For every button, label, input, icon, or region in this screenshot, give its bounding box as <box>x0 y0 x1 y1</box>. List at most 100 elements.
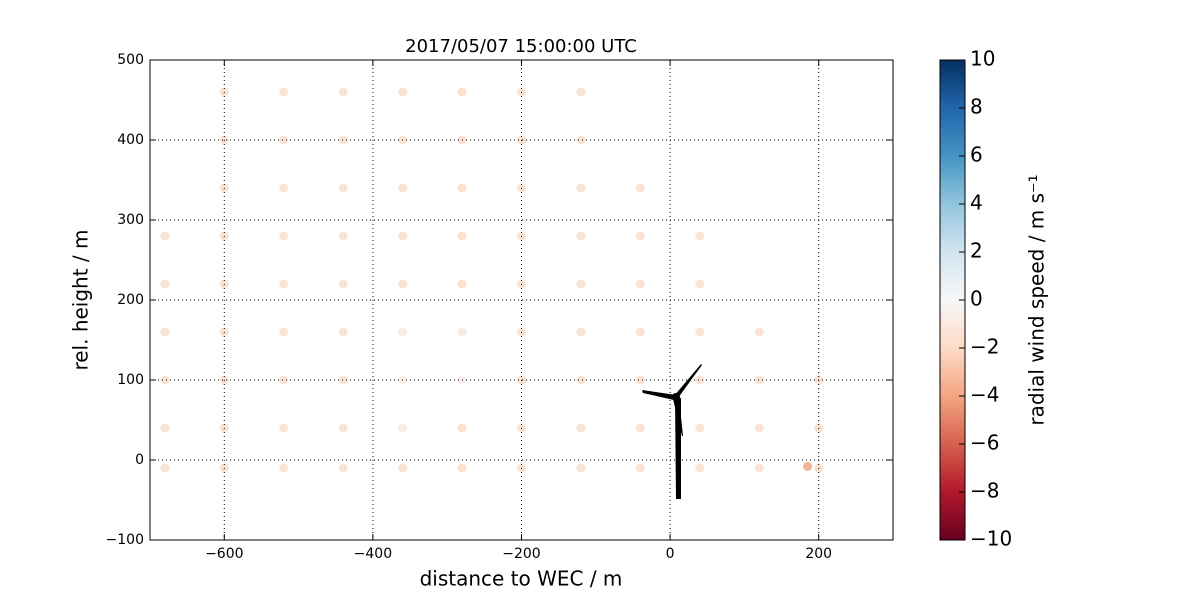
scatter-point <box>576 327 586 337</box>
scatter-point <box>635 463 645 473</box>
scatter-point <box>754 375 764 385</box>
scatter-point <box>160 231 170 241</box>
scatter-point <box>695 279 705 289</box>
x-tick-label: 200 <box>805 546 832 562</box>
scatter-point <box>635 279 645 289</box>
scatter-point <box>754 327 764 337</box>
scatter-point <box>457 231 467 241</box>
colorbar-tick-label: 4 <box>970 191 983 215</box>
scatter-point <box>160 463 170 473</box>
colorbar-tick-label: 0 <box>970 287 983 311</box>
scatter-point <box>457 87 467 97</box>
scatter-point <box>457 463 467 473</box>
scatter-point <box>279 423 289 433</box>
scatter-point <box>754 423 764 433</box>
x-axis-label: distance to WEC / m <box>420 567 623 591</box>
colorbar-label: radial wind speed / m s⁻¹ <box>1025 174 1049 425</box>
scatter-point <box>635 231 645 241</box>
y-tick-label: 200 <box>117 292 144 308</box>
scatter-point <box>338 279 348 289</box>
scatter-point <box>576 279 586 289</box>
x-tick-label: −400 <box>354 546 392 562</box>
scatter-point <box>279 183 289 193</box>
scatter-point <box>398 423 408 433</box>
y-tick-label: 0 <box>135 452 144 468</box>
turbine-hub <box>672 393 680 401</box>
scatter-point <box>457 327 467 337</box>
scatter-point <box>279 87 289 97</box>
scatter-point <box>576 463 586 473</box>
scatter-point <box>279 375 289 385</box>
scatter-point <box>398 327 408 337</box>
scatter-point <box>398 463 408 473</box>
scatter-point <box>695 231 705 241</box>
scatter-point <box>160 375 170 385</box>
y-tick-label: 300 <box>117 212 144 228</box>
scatter-point <box>457 183 467 193</box>
x-tick-label: −600 <box>205 546 243 562</box>
scatter-point <box>160 423 170 433</box>
scatter-point <box>279 135 289 145</box>
scatter-point <box>695 463 705 473</box>
turbine-blade <box>642 390 676 400</box>
scatter-point <box>398 231 408 241</box>
scatter-point <box>338 463 348 473</box>
turbine <box>642 364 702 499</box>
scatter-point <box>279 463 289 473</box>
scatter-point <box>635 423 645 433</box>
scatter-point <box>279 279 289 289</box>
y-tick-label: −100 <box>106 532 144 548</box>
colorbar-tick-label: −6 <box>970 431 999 455</box>
x-tick-label: 0 <box>666 546 675 562</box>
y-axis-label: rel. height / m <box>69 229 93 370</box>
colorbar-tick-label: −10 <box>970 527 1012 551</box>
scatter-point <box>457 279 467 289</box>
turbine-blade <box>674 364 702 398</box>
scatter-point <box>576 231 586 241</box>
scatter-point <box>160 279 170 289</box>
scatter-point <box>338 231 348 241</box>
scatter-point <box>338 183 348 193</box>
scatter-point <box>695 327 705 337</box>
scatter-point <box>754 463 764 473</box>
scatter-point <box>338 87 348 97</box>
scatter-point <box>803 461 813 471</box>
scatter-point <box>279 231 289 241</box>
scatter-point <box>695 423 705 433</box>
scatter-point <box>635 183 645 193</box>
chart-title: 2017/05/07 15:00:00 UTC <box>405 36 637 57</box>
scatter-point <box>635 327 645 337</box>
scatter-point <box>576 135 586 145</box>
scatter-point <box>160 327 170 337</box>
scatter-point <box>398 87 408 97</box>
scatter-point <box>457 423 467 433</box>
scatter-point <box>576 423 586 433</box>
y-tick-label: 500 <box>117 52 144 68</box>
scatter-point <box>635 375 645 385</box>
x-tick-label: −200 <box>502 546 540 562</box>
scatter-point <box>338 375 348 385</box>
scatter-point <box>576 183 586 193</box>
scatter-point <box>398 183 408 193</box>
y-tick-label: 100 <box>117 372 144 388</box>
colorbar-tick-label: −8 <box>970 479 999 503</box>
scatter-point <box>576 87 586 97</box>
colorbar-tick-label: −2 <box>970 335 999 359</box>
colorbar-tick-label: 10 <box>970 47 995 71</box>
scatter-point <box>695 375 705 385</box>
scatter-point <box>338 423 348 433</box>
scatter-point <box>279 327 289 337</box>
turbine-blade <box>673 398 683 436</box>
colorbar-tick-label: 8 <box>970 95 983 119</box>
colorbar-tick-label: −4 <box>970 383 999 407</box>
y-tick-label: 400 <box>117 132 144 148</box>
scatter-point <box>576 375 586 385</box>
colorbar-tick-label: 6 <box>970 143 983 167</box>
points <box>160 87 824 473</box>
scatter-point <box>338 135 348 145</box>
scatter-point <box>398 279 408 289</box>
scatter-point <box>338 327 348 337</box>
colorbar-tick-label: 2 <box>970 239 983 263</box>
